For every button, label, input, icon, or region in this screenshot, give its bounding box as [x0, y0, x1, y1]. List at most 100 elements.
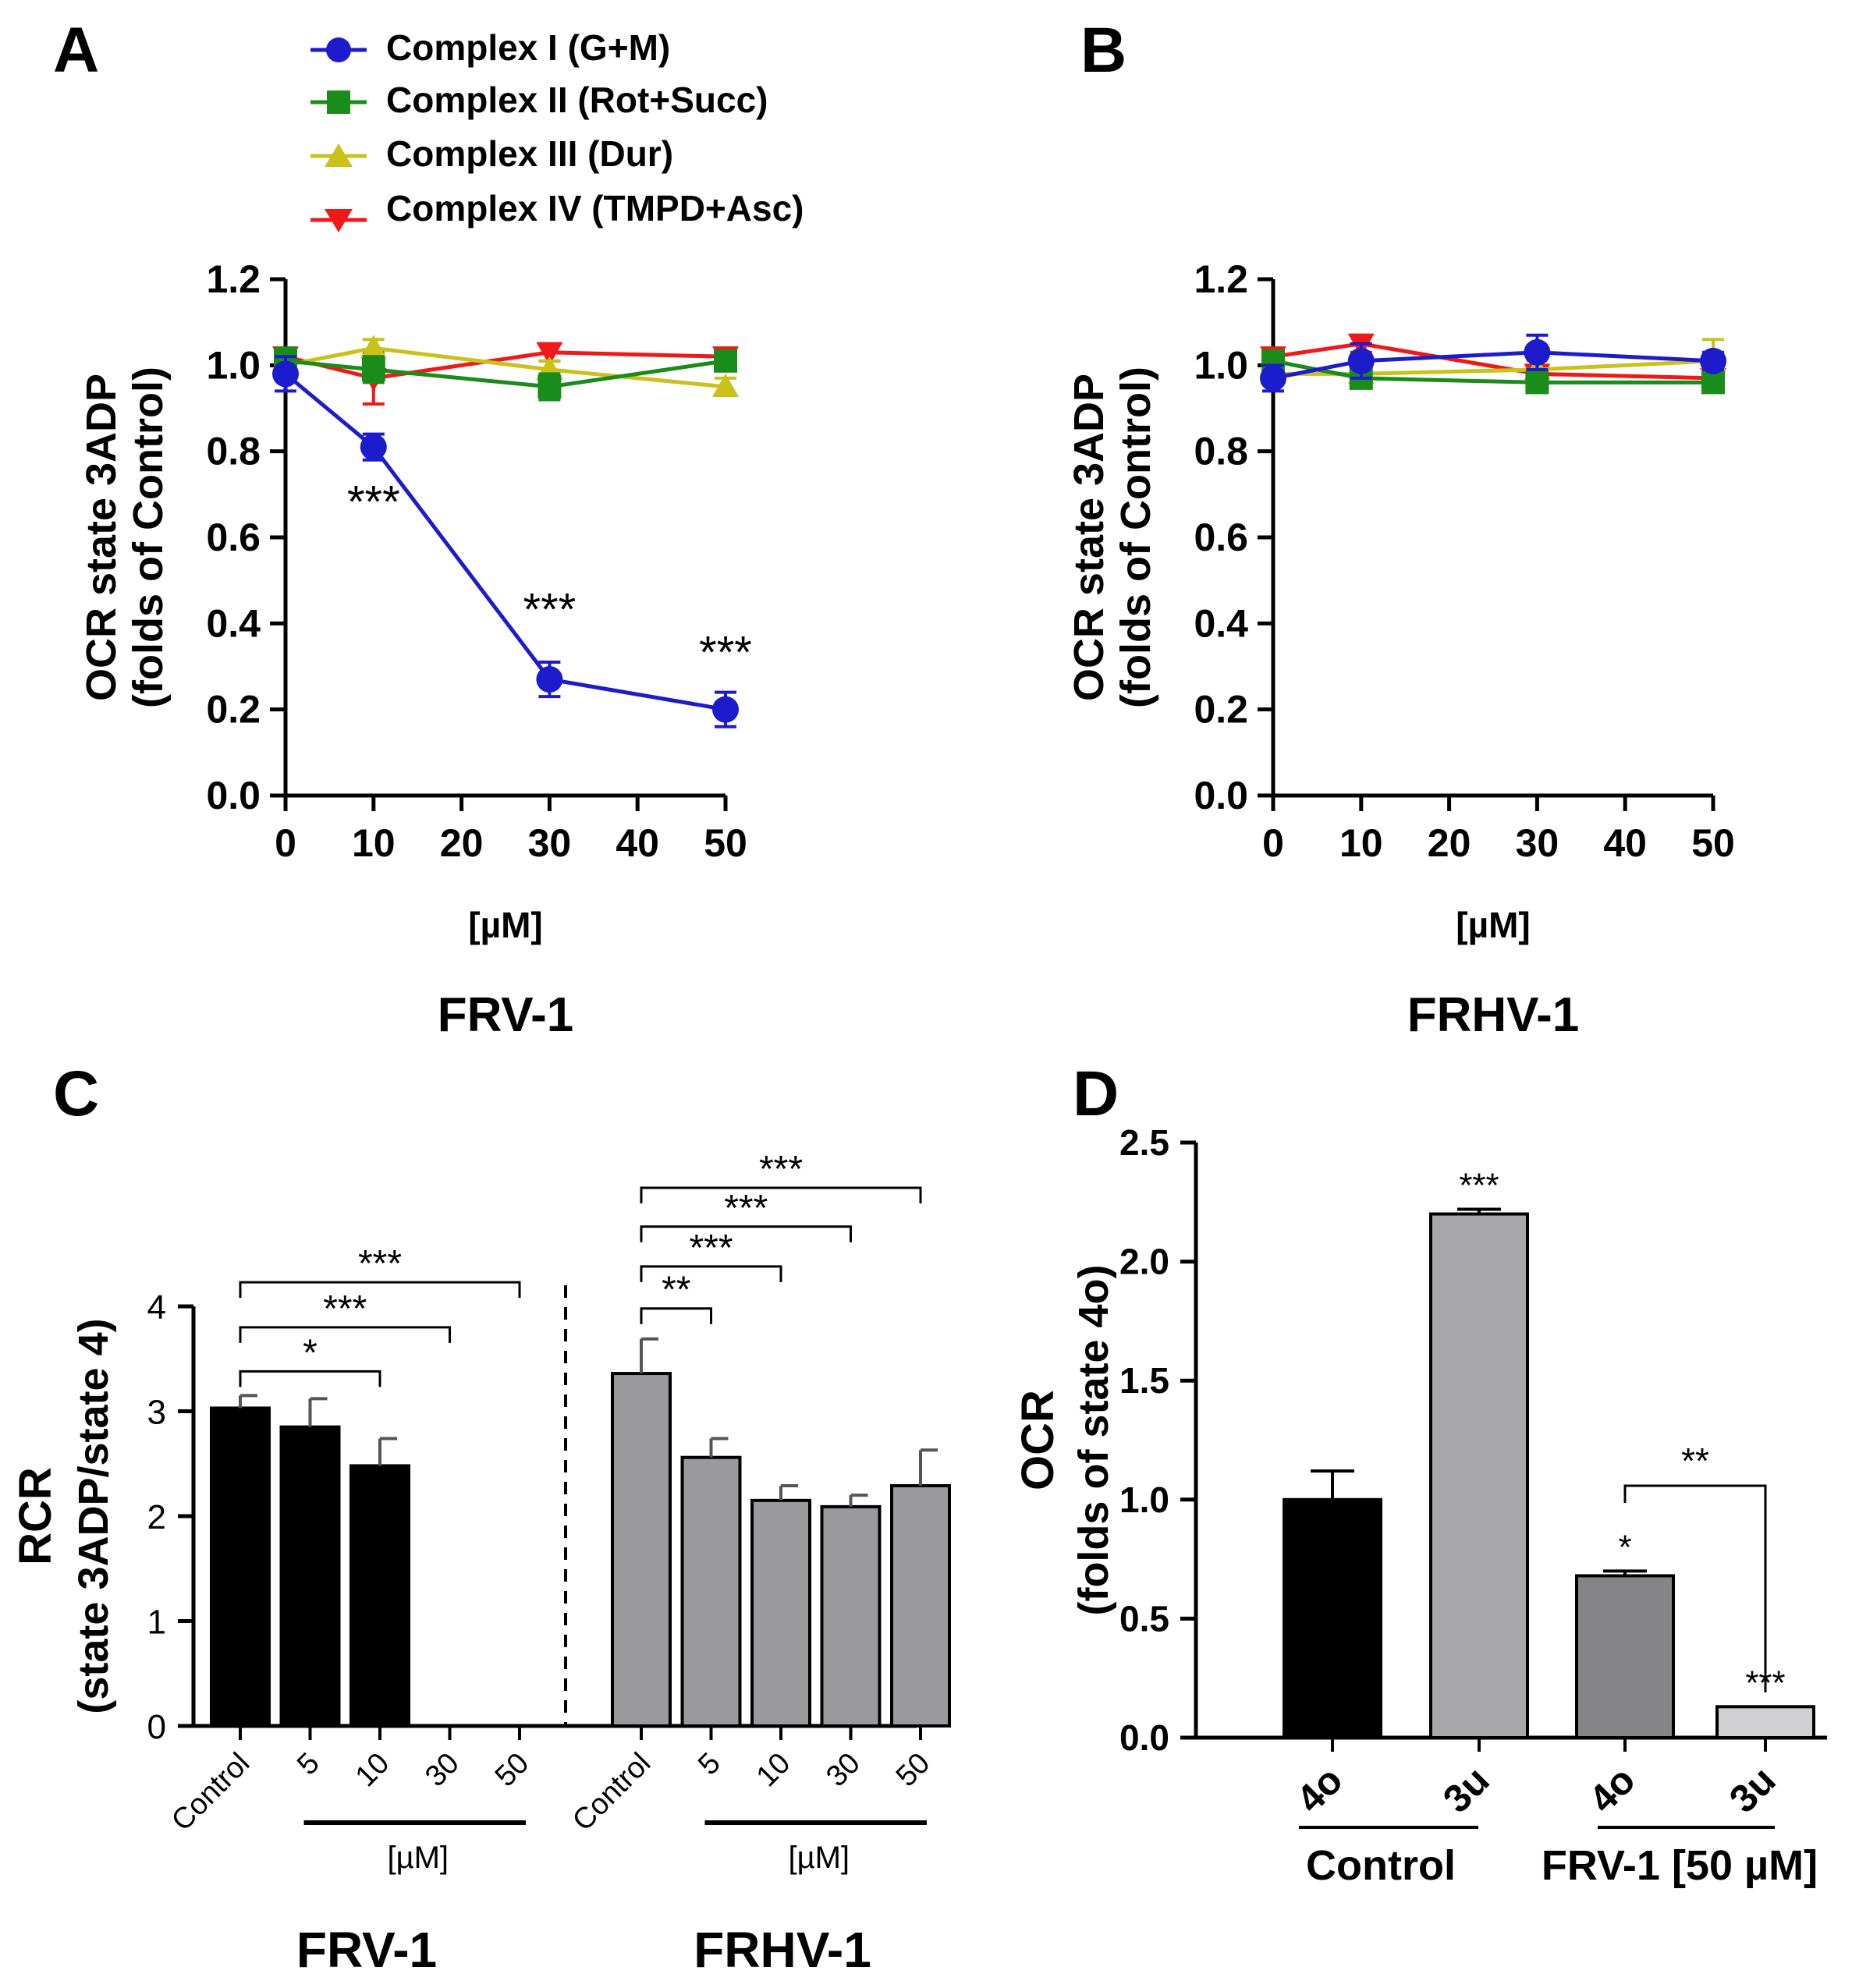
- legend-item-complex-4: Complex IV (TMPD+Asc): [310, 188, 804, 232]
- data-point: [1347, 347, 1375, 374]
- group-label: FRV-1 [50 µM]: [1542, 1842, 1818, 1889]
- bar: [611, 1372, 672, 1728]
- data-point: [272, 360, 299, 388]
- series-line: [1273, 359, 1714, 376]
- panel-letter-a: A: [53, 15, 99, 86]
- bar: [680, 1455, 742, 1728]
- x-tick-label: 5: [291, 1747, 326, 1782]
- significance-bracket: [239, 1326, 451, 1343]
- x-tick-label: 10: [1339, 821, 1383, 865]
- significance-label: ***: [347, 477, 400, 527]
- y-tick-label: 0: [147, 1708, 166, 1746]
- bar: [1429, 1212, 1529, 1740]
- y-tick-label: 0.5: [1119, 1598, 1169, 1639]
- y-axis-label: (folds of Control): [125, 367, 172, 708]
- data-point: [360, 335, 387, 359]
- unit-label: [µM]: [788, 1841, 850, 1875]
- significance-label: ***: [1459, 1166, 1499, 1204]
- x-tick-label: 30: [1516, 821, 1559, 865]
- significance-label: ***: [323, 1288, 367, 1330]
- data-point: [714, 349, 737, 373]
- data-point: [1701, 370, 1725, 395]
- y-axis-label: OCR state 3ADP: [78, 374, 125, 701]
- significance-label: ***: [689, 1228, 733, 1269]
- bar: [1715, 1705, 1815, 1739]
- y-tick-label: 0.4: [1194, 601, 1248, 645]
- y-tick-label: 1: [147, 1604, 166, 1642]
- x-tick-label: 50: [489, 1747, 536, 1794]
- y-tick-label: 0.4: [206, 601, 261, 645]
- y-tick-label: 0.0: [206, 774, 261, 817]
- y-tick-label: 1.2: [1194, 257, 1248, 301]
- x-tick-label: 20: [1428, 821, 1471, 865]
- legend-item-complex-1: Complex I (G+M): [310, 27, 670, 68]
- significance-label: ***: [358, 1243, 402, 1285]
- x-tick-label: 50: [890, 1747, 937, 1794]
- y-axis-label: OCR state 3ADP: [1066, 374, 1112, 701]
- x-tick-label: 0: [275, 821, 296, 865]
- y-tick-label: 0.8: [206, 430, 261, 473]
- y-tick-label: 0.2: [206, 688, 261, 732]
- significance-bracket: [1623, 1484, 1767, 1692]
- x-tick-label: 4o: [1581, 1758, 1644, 1821]
- series-line: [284, 372, 726, 712]
- series-line: [285, 350, 726, 381]
- panel-letter-d: D: [1073, 1058, 1119, 1129]
- bar: [1575, 1574, 1675, 1739]
- chart-title: FRV-1: [438, 988, 574, 1042]
- legend-label-complex-3: Complex III (Dur): [386, 133, 673, 174]
- bar: [750, 1498, 811, 1728]
- significance-bracket: [239, 1370, 381, 1387]
- bar: [210, 1406, 271, 1728]
- y-tick-label: 1.2: [206, 257, 261, 301]
- significance-label: ***: [699, 627, 752, 678]
- x-tick-label: 30: [820, 1747, 867, 1794]
- data-point: [1700, 347, 1726, 374]
- series-line: [285, 359, 726, 389]
- x-tick-label: 50: [704, 821, 747, 865]
- y-axis-label: OCR: [1013, 1390, 1063, 1490]
- significance-label: **: [662, 1270, 690, 1311]
- legend-marker-triangle-down: [325, 209, 353, 232]
- x-tick-label: 40: [616, 821, 659, 865]
- data-point: [361, 357, 385, 381]
- data-point: [1524, 338, 1551, 366]
- data-point: [712, 696, 739, 723]
- y-tick-label: 3: [147, 1394, 166, 1432]
- chart-title: FRHV-1: [1407, 988, 1579, 1042]
- x-tick-label: Control: [566, 1747, 657, 1837]
- data-point: [360, 434, 387, 461]
- group-title: FRHV-1: [694, 1922, 871, 1978]
- series-line: [1272, 342, 1714, 381]
- panel-c: 0 1 2 3 4 RCR (state 3ADP/state 4) Control 5 10 30…: [10, 1149, 951, 1978]
- x-tick-label: 30: [528, 821, 572, 865]
- panel-letter-b: B: [1080, 15, 1126, 86]
- panel-d: 0.0 0.5 1.0 1.5 2.0 2.5 OCR (folds of state 4o)…: [1013, 1122, 1827, 1889]
- data-point: [536, 666, 563, 693]
- x-axis-label: [µM]: [1456, 905, 1530, 945]
- y-axis-label: RCR: [10, 1467, 61, 1565]
- y-tick-label: 1.0: [206, 343, 261, 387]
- x-tick-label: 40: [1603, 821, 1647, 865]
- legend: Complex I (G+M) Complex II (Rot+Succ) Co…: [310, 27, 804, 232]
- significance-label: *: [303, 1332, 318, 1373]
- panel-a: 0.0 0.2 0.4 0.6 0.8 1.0 1.2 0 10 20 30 40 50 [µM] FRV-…: [78, 257, 752, 1042]
- x-tick-label: Control: [165, 1747, 256, 1837]
- group-title: FRV-1: [296, 1922, 437, 1978]
- significance-bracket: [640, 1265, 782, 1282]
- x-tick-label: 3u: [1435, 1758, 1498, 1821]
- data-point: [1525, 370, 1549, 395]
- bar: [1283, 1497, 1382, 1740]
- y-tick-label: 1.0: [1194, 343, 1248, 387]
- x-tick-label: 30: [419, 1747, 466, 1794]
- x-tick-label: 0: [1262, 821, 1284, 865]
- group-label: Control: [1306, 1842, 1456, 1889]
- significance-bracket: [239, 1281, 521, 1299]
- x-tick-label: 10: [750, 1747, 797, 1794]
- y-tick-label: 0.2: [1194, 688, 1248, 732]
- significance-label: ***: [724, 1188, 768, 1229]
- panel-b: 0.0 0.2 0.4 0.6 0.8 1.0 1.2 0 10 20 30 40 50 [µM] FRHV…: [1066, 257, 1735, 1042]
- x-tick-label: 10: [349, 1747, 396, 1794]
- significance-bracket: [640, 1186, 922, 1204]
- series-line: [1272, 350, 1714, 381]
